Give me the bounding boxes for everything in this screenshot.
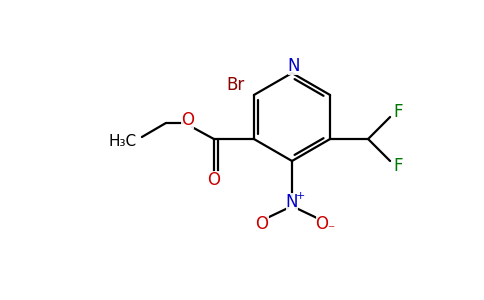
Text: O: O [256, 215, 269, 233]
Text: Br: Br [227, 76, 245, 94]
Text: N: N [288, 57, 300, 75]
Text: ⁻: ⁻ [327, 223, 335, 237]
Text: H₃C: H₃C [109, 134, 137, 149]
Text: F: F [393, 157, 403, 175]
Text: O: O [182, 111, 195, 129]
Text: F: F [393, 103, 403, 121]
Text: N: N [286, 193, 298, 211]
Text: +: + [295, 191, 305, 201]
Text: O: O [208, 171, 220, 189]
Text: O: O [316, 215, 329, 233]
